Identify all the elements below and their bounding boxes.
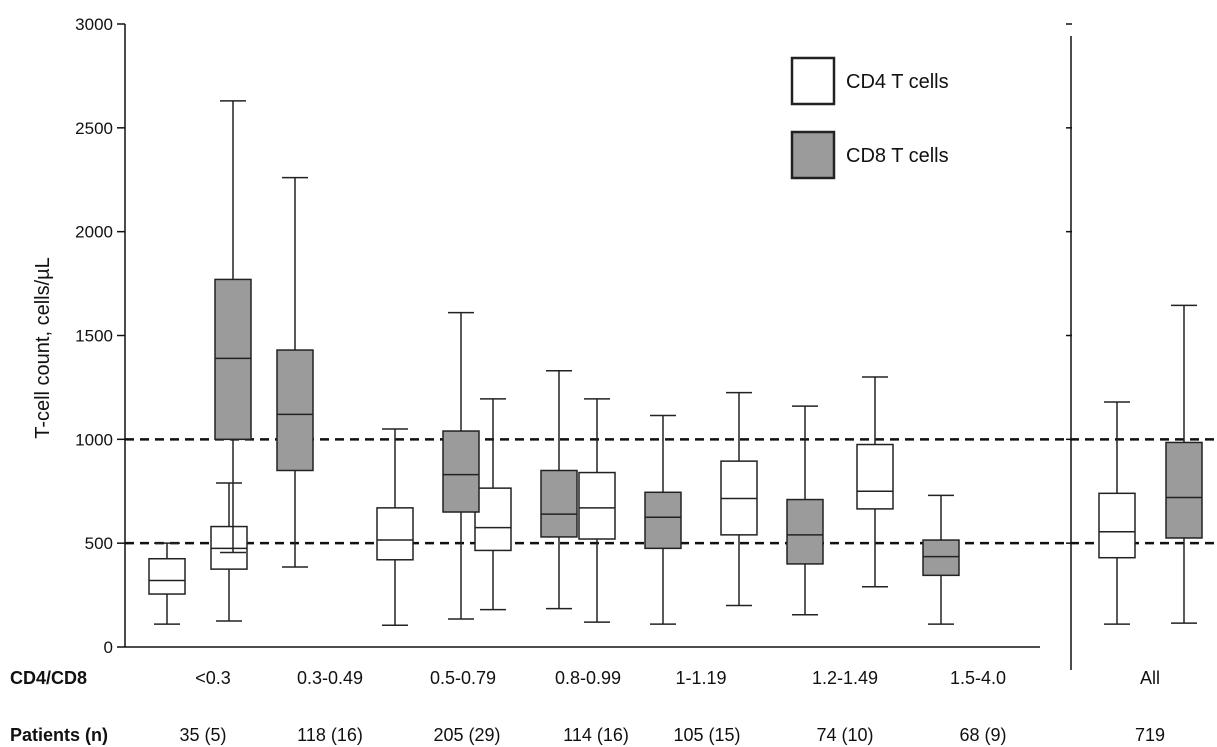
iqr-box: [442, 430, 480, 513]
patients-label: 114 (16): [563, 725, 629, 745]
y-tick-label: 500: [85, 534, 113, 553]
iqr-box: [1098, 492, 1136, 559]
category-label: 0.8-0.99: [555, 668, 621, 688]
y-tick-label: 2000: [75, 223, 113, 242]
cd8-box: [1165, 304, 1203, 624]
iqr-box: [376, 507, 414, 561]
cd4-box: [474, 398, 512, 611]
category-label: <0.3: [195, 668, 231, 688]
iqr-box: [214, 278, 252, 441]
legend-label: CD8 T cells: [846, 145, 949, 167]
cd8-swatch: [790, 130, 836, 180]
cd4-box: [578, 398, 616, 623]
y-tick-label: 1000: [75, 430, 113, 449]
y-tick-label: 2500: [75, 119, 113, 138]
cd4-box: [720, 391, 758, 607]
category-label: 1.2-1.49: [812, 668, 878, 688]
iqr-box: [856, 443, 894, 510]
cd4-box: [148, 542, 186, 625]
iqr-box: [922, 539, 960, 577]
cd4-box: [856, 376, 894, 588]
category-label: 1.5-4.0: [950, 668, 1006, 688]
patients-row-label: Patients (n): [10, 725, 108, 745]
cd8-box: [442, 311, 480, 620]
iqr-box: [540, 469, 578, 538]
category-label: All: [1140, 668, 1160, 688]
category-labels: CD4/CD8 Patients (n) <0.3 0.3-0.49 0.5-0.79 0…: [10, 668, 1165, 745]
iqr-box: [474, 487, 512, 552]
iqr-box: [578, 471, 616, 540]
patients-label: 105 (15): [673, 725, 740, 745]
cd8-box: [540, 370, 578, 610]
patients-label: 68 (9): [959, 725, 1006, 745]
category-label: 0.3-0.49: [297, 668, 363, 688]
legend-label: CD4 T cells: [846, 71, 949, 93]
cd8-box: [214, 100, 252, 554]
cd4-box: [376, 428, 414, 626]
y-tick-label: 3000: [75, 15, 113, 34]
axes: 0 500 1000 1500 2000 2500 3000: [75, 15, 1072, 670]
iqr-box: [1165, 441, 1203, 539]
cd8-box: [922, 494, 960, 625]
box-series: [148, 100, 1203, 626]
iqr-box: [148, 557, 186, 595]
patients-label: 74 (10): [816, 725, 873, 745]
cd8-box: [786, 405, 824, 616]
ratio-row-label: CD4/CD8: [10, 668, 87, 688]
iqr-box: [276, 349, 314, 472]
iqr-box: [786, 498, 824, 565]
cd8-box: [276, 176, 314, 568]
legend-item-cd8: CD8 T cells: [790, 130, 949, 180]
category-label: 0.5-0.79: [430, 668, 496, 688]
y-tick-label: 1500: [75, 327, 113, 346]
y-axis-title: T-cell count, cells/µL: [32, 257, 54, 439]
iqr-box: [644, 491, 682, 550]
cd4-swatch: [790, 56, 836, 106]
patients-label: 719: [1135, 725, 1165, 745]
cd4-box: [1098, 401, 1136, 625]
cd8-box: [644, 414, 682, 625]
cd4-box: [210, 482, 248, 622]
patients-label: 118 (16): [297, 725, 363, 745]
patients-label: 35 (5): [179, 725, 226, 745]
legend-item-cd4: CD4 T cells: [790, 56, 949, 106]
legend: CD4 T cells CD8 T cells: [790, 56, 949, 180]
category-label: 1-1.19: [675, 668, 726, 688]
patients-label: 205 (29): [433, 725, 500, 745]
y-tick-label: 0: [104, 638, 113, 657]
